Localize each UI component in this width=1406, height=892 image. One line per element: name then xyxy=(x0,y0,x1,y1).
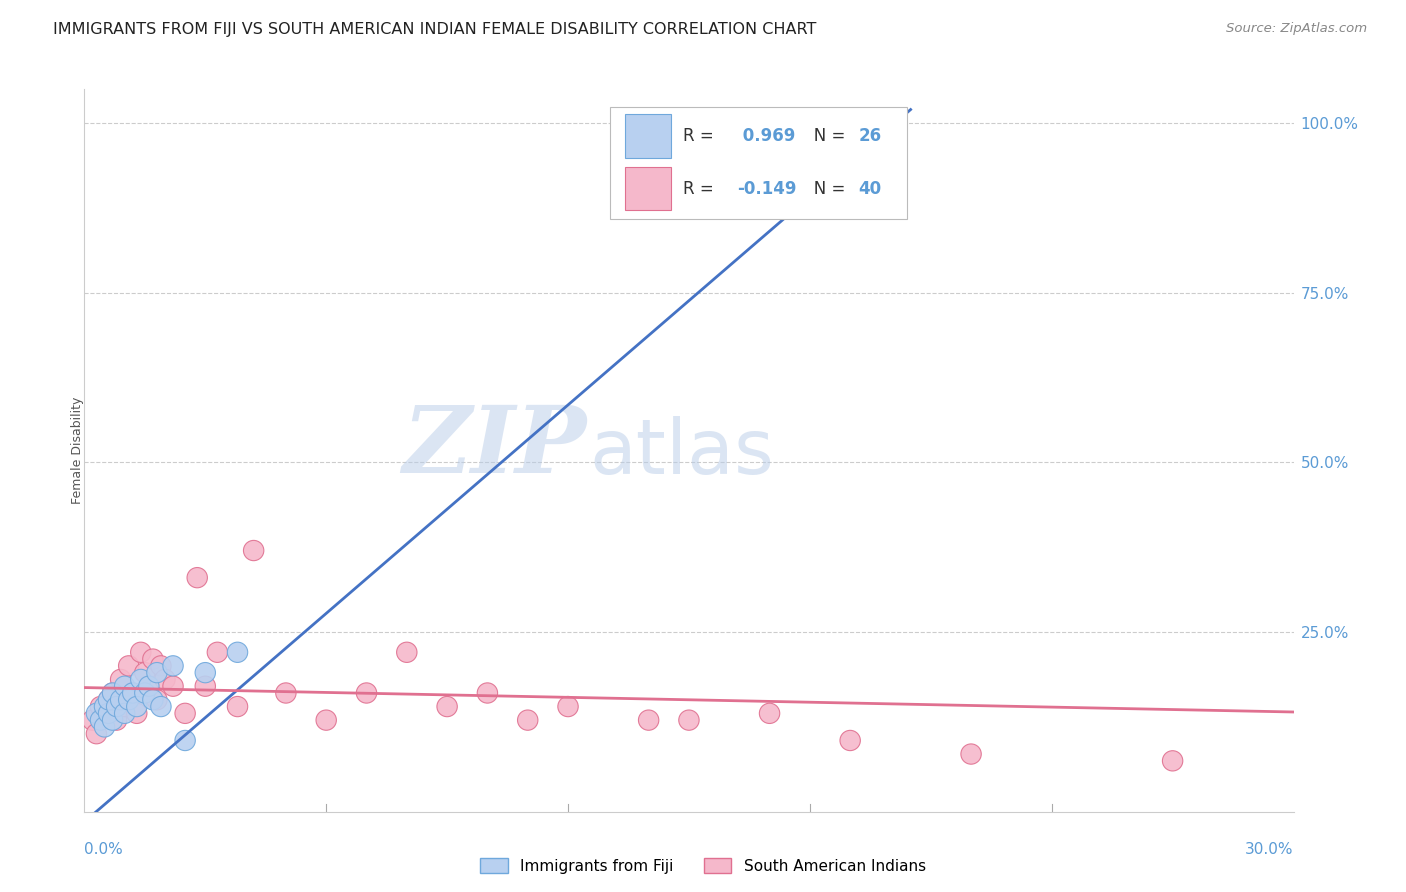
Ellipse shape xyxy=(638,710,659,731)
Ellipse shape xyxy=(163,676,183,697)
Ellipse shape xyxy=(118,690,139,710)
Ellipse shape xyxy=(107,697,127,716)
Text: Source: ZipAtlas.com: Source: ZipAtlas.com xyxy=(1226,22,1367,36)
Ellipse shape xyxy=(86,703,107,723)
Ellipse shape xyxy=(839,731,860,751)
Text: -0.149: -0.149 xyxy=(737,180,797,198)
Ellipse shape xyxy=(103,683,122,703)
Ellipse shape xyxy=(276,683,297,703)
Ellipse shape xyxy=(243,541,264,561)
Ellipse shape xyxy=(195,663,215,682)
Ellipse shape xyxy=(146,663,167,682)
Ellipse shape xyxy=(679,710,699,731)
Text: R =: R = xyxy=(683,128,718,145)
Text: 40: 40 xyxy=(858,180,882,198)
Ellipse shape xyxy=(98,690,118,710)
Text: 26: 26 xyxy=(858,128,882,145)
Ellipse shape xyxy=(174,703,195,723)
Legend: Immigrants from Fiji, South American Indians: Immigrants from Fiji, South American Ind… xyxy=(474,852,932,880)
Text: ZIP: ZIP xyxy=(402,402,586,491)
Ellipse shape xyxy=(90,697,111,716)
Ellipse shape xyxy=(127,697,148,716)
Text: 0.969: 0.969 xyxy=(737,128,796,145)
Ellipse shape xyxy=(94,717,115,737)
Ellipse shape xyxy=(131,669,150,690)
Ellipse shape xyxy=(396,642,418,663)
Ellipse shape xyxy=(103,683,122,703)
FancyBboxPatch shape xyxy=(624,167,671,211)
Text: 30.0%: 30.0% xyxy=(1246,842,1294,857)
Ellipse shape xyxy=(94,703,115,723)
Ellipse shape xyxy=(155,669,176,690)
Ellipse shape xyxy=(127,703,148,723)
Ellipse shape xyxy=(98,703,118,723)
Ellipse shape xyxy=(142,690,163,710)
Ellipse shape xyxy=(98,690,118,710)
Ellipse shape xyxy=(174,731,195,751)
Ellipse shape xyxy=(146,690,167,710)
Ellipse shape xyxy=(228,697,247,716)
Ellipse shape xyxy=(135,663,155,682)
Ellipse shape xyxy=(517,710,538,731)
Ellipse shape xyxy=(118,656,139,676)
Ellipse shape xyxy=(316,710,336,731)
Ellipse shape xyxy=(195,676,215,697)
Text: IMMIGRANTS FROM FIJI VS SOUTH AMERICAN INDIAN FEMALE DISABILITY CORRELATION CHAR: IMMIGRANTS FROM FIJI VS SOUTH AMERICAN I… xyxy=(53,22,817,37)
Text: R =: R = xyxy=(683,180,718,198)
FancyBboxPatch shape xyxy=(610,107,907,219)
Text: N =: N = xyxy=(797,180,851,198)
Ellipse shape xyxy=(111,669,131,690)
Ellipse shape xyxy=(90,710,111,731)
Ellipse shape xyxy=(103,710,122,731)
Text: 0.0%: 0.0% xyxy=(84,842,124,857)
Ellipse shape xyxy=(187,567,208,588)
Ellipse shape xyxy=(207,642,228,663)
Ellipse shape xyxy=(150,656,172,676)
Ellipse shape xyxy=(107,710,127,731)
Ellipse shape xyxy=(86,723,107,744)
Ellipse shape xyxy=(114,676,135,697)
Ellipse shape xyxy=(82,710,103,731)
Ellipse shape xyxy=(960,744,981,764)
Ellipse shape xyxy=(558,697,578,716)
Y-axis label: Female Disability: Female Disability xyxy=(70,397,84,504)
Text: atlas: atlas xyxy=(589,416,775,490)
Ellipse shape xyxy=(880,120,901,140)
Ellipse shape xyxy=(122,683,143,703)
Ellipse shape xyxy=(114,703,135,723)
FancyBboxPatch shape xyxy=(624,114,671,158)
Ellipse shape xyxy=(150,697,172,716)
Ellipse shape xyxy=(111,690,131,710)
Ellipse shape xyxy=(122,683,143,703)
Ellipse shape xyxy=(139,676,159,697)
Ellipse shape xyxy=(228,642,247,663)
Ellipse shape xyxy=(94,697,115,716)
Ellipse shape xyxy=(1163,751,1182,771)
Ellipse shape xyxy=(356,683,377,703)
Ellipse shape xyxy=(135,683,155,703)
Ellipse shape xyxy=(759,703,780,723)
Ellipse shape xyxy=(114,697,135,716)
Ellipse shape xyxy=(142,649,163,669)
Ellipse shape xyxy=(131,642,150,663)
Ellipse shape xyxy=(139,676,159,697)
Ellipse shape xyxy=(163,656,183,676)
Text: N =: N = xyxy=(797,128,851,145)
Ellipse shape xyxy=(477,683,498,703)
Ellipse shape xyxy=(437,697,457,716)
